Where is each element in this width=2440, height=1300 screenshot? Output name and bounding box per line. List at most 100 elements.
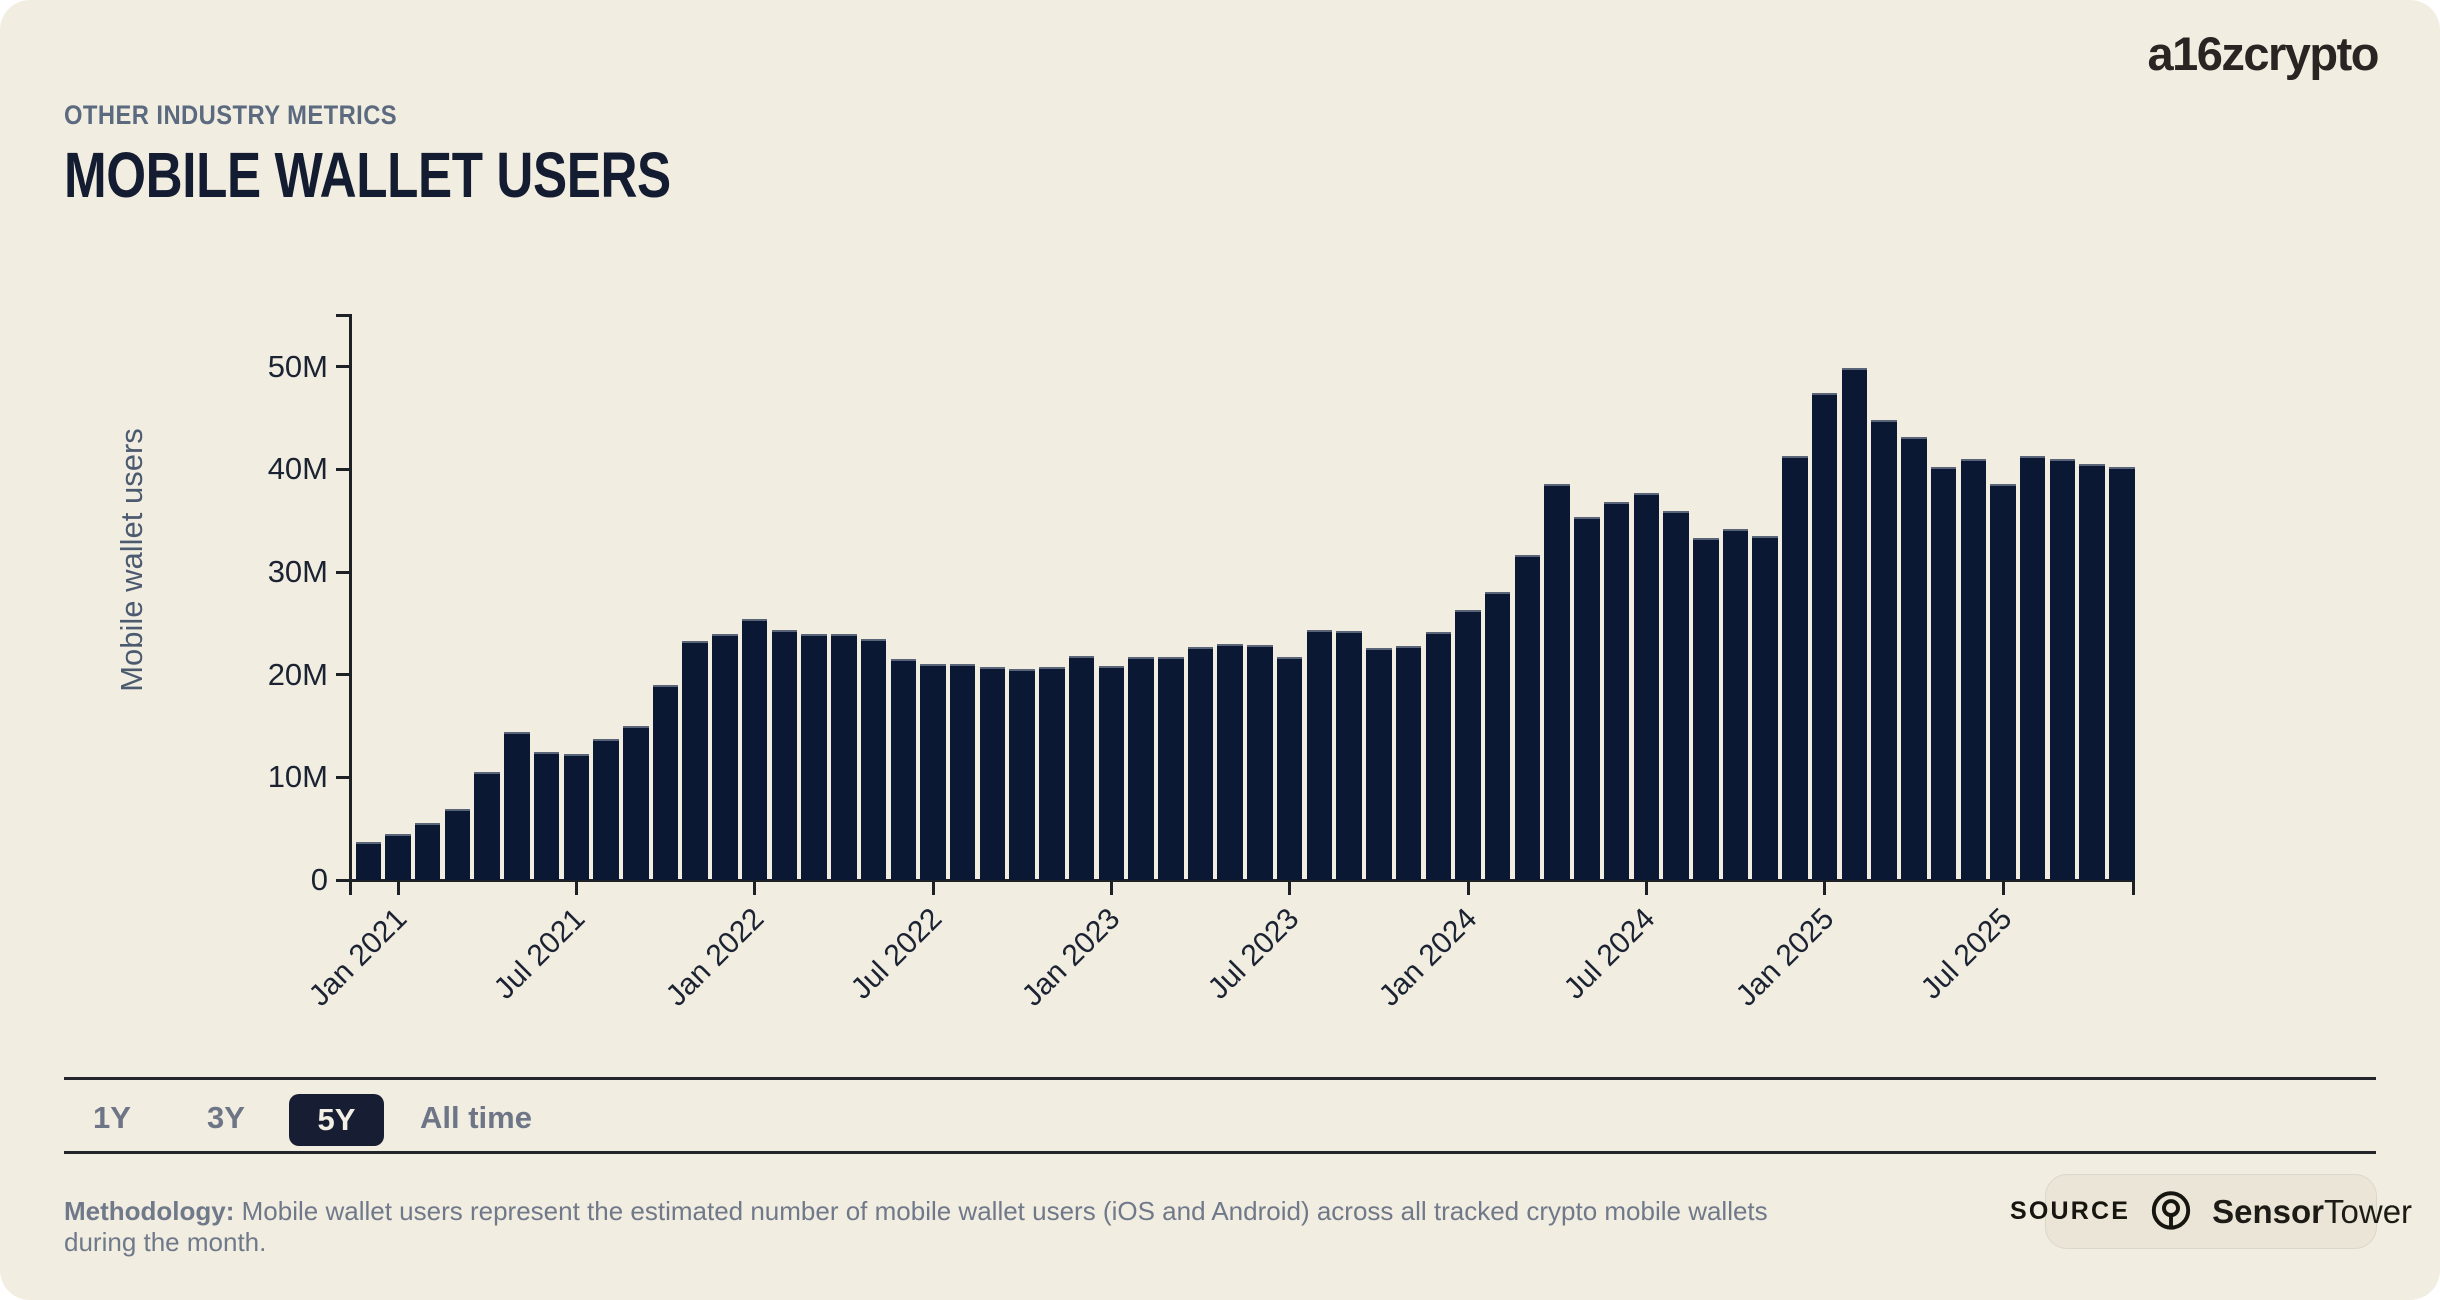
bar[interactable] <box>1603 502 1630 880</box>
bar[interactable] <box>1306 629 1333 880</box>
bar[interactable] <box>1782 456 1808 880</box>
bar[interactable] <box>1752 536 1778 880</box>
y-tick <box>336 878 350 882</box>
y-tick-label: 40M <box>267 451 328 487</box>
bar[interactable] <box>1663 511 1689 880</box>
bar[interactable] <box>1990 483 2016 880</box>
x-tick-label: Jul 2023 <box>1201 902 1306 1006</box>
bar[interactable] <box>771 629 798 880</box>
bar[interactable] <box>1098 666 1125 880</box>
x-tick <box>2001 880 2005 895</box>
bar[interactable] <box>652 684 679 880</box>
bar[interactable] <box>355 842 382 880</box>
y-tick-label: 50M <box>267 348 328 384</box>
y-tick-label: 10M <box>267 759 328 795</box>
y-axis-title: Mobile wallet users <box>114 428 149 692</box>
bar[interactable] <box>801 633 827 880</box>
bar[interactable] <box>1128 657 1154 880</box>
x-tick-label: Jan 2024 <box>1372 902 1484 1013</box>
bar[interactable] <box>1158 657 1184 880</box>
bar[interactable] <box>1039 667 1065 880</box>
x-tick <box>1109 880 1113 895</box>
y-tick <box>336 365 350 369</box>
bar[interactable] <box>533 751 560 880</box>
range-button-1y[interactable]: 1Y <box>93 1100 131 1135</box>
selector-top-rule <box>64 1077 2376 1080</box>
bar[interactable] <box>474 772 500 880</box>
bar[interactable] <box>1574 516 1600 880</box>
y-axis-line <box>348 314 352 895</box>
bar[interactable] <box>2109 467 2135 880</box>
bar[interactable] <box>1841 367 1868 880</box>
a16zcrypto-logo[interactable]: a16zcrypto <box>2147 27 2379 80</box>
bar[interactable] <box>1187 646 1214 880</box>
y-tick-label: 0 <box>310 862 328 897</box>
sensor-tower-icon <box>2146 1187 2196 1237</box>
bar[interactable] <box>1722 528 1749 880</box>
bar[interactable] <box>949 664 976 880</box>
bar[interactable] <box>890 659 917 880</box>
bar[interactable] <box>1425 631 1452 880</box>
x-tick-label: Jan 2021 <box>302 902 414 1013</box>
x-tick-label: Jul 2025 <box>1914 902 2019 1006</box>
x-tick-label: Jul 2021 <box>488 902 592 1006</box>
x-tick <box>1288 880 1292 895</box>
range-button-3y[interactable]: 3Y <box>207 1100 245 1135</box>
bar[interactable] <box>860 638 887 880</box>
methodology-note: Methodology: Mobile wallet users represe… <box>64 1196 1824 1258</box>
bar[interactable] <box>444 809 471 880</box>
range-button-5y-label: 5Y <box>317 1102 356 1137</box>
bar[interactable] <box>1455 610 1481 880</box>
x-tick-label: Jan 2023 <box>1016 902 1127 1013</box>
bar[interactable] <box>1544 483 1570 880</box>
y-tick-label: 20M <box>267 656 328 692</box>
range-button-5y-selected[interactable]: 5Y <box>289 1094 384 1146</box>
methodology-text: Mobile wallet users represent the estima… <box>64 1196 1768 1257</box>
bar[interactable] <box>1901 436 1927 880</box>
x-axis-line <box>347 878 2135 882</box>
bar[interactable] <box>1366 647 1392 880</box>
bar[interactable] <box>1336 630 1362 880</box>
bar[interactable] <box>1395 645 1422 880</box>
x-tick <box>1823 880 1827 895</box>
bar[interactable] <box>1693 538 1719 880</box>
bar[interactable] <box>1484 591 1511 880</box>
bar[interactable] <box>920 664 946 880</box>
bar[interactable] <box>1811 393 1838 880</box>
x-tick-label: Jul 2024 <box>1558 902 1662 1006</box>
bar[interactable] <box>712 633 738 880</box>
bar[interactable] <box>385 833 411 880</box>
bar[interactable] <box>1514 554 1541 880</box>
bar[interactable] <box>593 739 619 880</box>
y-tick <box>336 775 350 779</box>
bar[interactable] <box>563 753 590 880</box>
bar[interactable] <box>414 822 441 880</box>
x-tick-label: Jul 2022 <box>844 902 949 1006</box>
bar[interactable] <box>1633 492 1660 880</box>
bar[interactable] <box>831 633 857 880</box>
range-button-all-time[interactable]: All time <box>420 1100 532 1135</box>
bar[interactable] <box>504 732 530 880</box>
bar[interactable] <box>1960 459 1987 880</box>
bar[interactable] <box>1930 467 1957 880</box>
source-label: SOURCE <box>2009 1197 2131 1225</box>
bar[interactable] <box>1068 656 1095 880</box>
source-badge[interactable]: SOURCE SensorTower <box>2010 1174 2412 1249</box>
bar[interactable] <box>2049 459 2076 880</box>
bar[interactable] <box>1247 644 1273 880</box>
bar[interactable] <box>979 667 1006 880</box>
bar[interactable] <box>1217 643 1243 880</box>
bar[interactable] <box>741 619 768 880</box>
selector-bottom-rule <box>64 1151 2376 1154</box>
x-tick <box>753 880 757 895</box>
bar[interactable] <box>1276 657 1303 880</box>
bar[interactable] <box>682 640 708 880</box>
bar[interactable] <box>623 726 649 880</box>
bar[interactable] <box>2019 456 2046 880</box>
bar[interactable] <box>1871 420 1897 880</box>
page-eyebrow: OTHER INDUSTRY METRICS <box>64 100 398 130</box>
bar[interactable] <box>2079 464 2105 880</box>
x-tick <box>1466 880 1470 895</box>
bar[interactable] <box>1009 668 1035 880</box>
